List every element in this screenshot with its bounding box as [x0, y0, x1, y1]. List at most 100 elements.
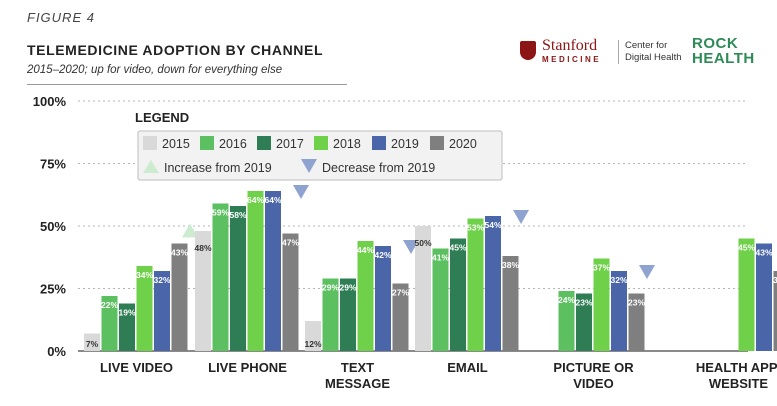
bar-2020: [171, 243, 188, 351]
bar-2020: [392, 283, 409, 351]
data-label: 45%: [449, 243, 466, 253]
x-category-label: HEALTH APP/: [696, 360, 777, 375]
legend-label-2015: 2015: [162, 137, 190, 151]
y-tick-label: 75%: [40, 157, 66, 172]
data-label: 29%: [339, 283, 356, 293]
data-label: 32%: [773, 275, 777, 285]
data-label: 24%: [558, 295, 575, 305]
data-label: 58%: [229, 210, 246, 220]
legend-decrease-icon: [301, 159, 317, 173]
bar-2016: [432, 248, 449, 351]
data-label: 64%: [264, 195, 281, 205]
data-label: 41%: [432, 253, 449, 263]
bar-2019: [154, 271, 170, 351]
bar-2016: [101, 296, 118, 351]
legend-label-2016: 2016: [219, 137, 247, 151]
bar-2017: [230, 206, 246, 351]
bar-2019: [375, 246, 391, 351]
increase-triangle: [182, 223, 198, 238]
partner-logos: Stanford MEDICINE Center for Digital Hea…: [520, 36, 760, 72]
data-label: 32%: [610, 275, 627, 285]
data-label: 38%: [502, 260, 519, 270]
bar-2018: [357, 241, 374, 351]
legend-label-2019: 2019: [391, 137, 419, 151]
data-label: 7%: [86, 339, 99, 349]
legend-swatch-2019: [372, 136, 386, 150]
data-label: 43%: [755, 248, 772, 258]
data-label: 47%: [282, 238, 299, 248]
legend-swatch-2016: [200, 136, 214, 150]
rock-health-line-2: HEALTH: [692, 50, 755, 67]
data-label: 27%: [392, 288, 409, 298]
bar-2018: [247, 191, 264, 351]
bar-2016: [558, 291, 575, 351]
y-tick-label: 25%: [40, 282, 66, 297]
x-category-label: VIDEO: [573, 376, 613, 391]
legend-title: LEGEND: [135, 110, 189, 125]
bar-2018: [136, 266, 153, 351]
rock-health-logo: ROCK HEALTH: [692, 36, 755, 66]
bar-2016: [212, 203, 229, 351]
bar-2019: [485, 216, 501, 351]
data-label: 59%: [212, 208, 229, 218]
bar-2017: [450, 238, 466, 351]
data-label: 44%: [357, 245, 374, 255]
decrease-triangle: [513, 210, 529, 224]
legend-swatch-2017: [257, 136, 271, 150]
bar-2020: [502, 256, 519, 351]
legend-label-2018: 2018: [333, 137, 361, 151]
figure-label: FIGURE 4: [27, 10, 95, 25]
data-label: 48%: [194, 243, 211, 253]
data-label: 42%: [374, 250, 391, 260]
y-tick-label: 50%: [40, 219, 66, 234]
x-category-label: EMAIL: [447, 360, 488, 375]
y-tick-label: 0%: [47, 344, 66, 359]
legend-swatch-2015: [143, 136, 157, 150]
stanford-seal-icon: [520, 41, 536, 60]
data-label: 64%: [247, 195, 264, 205]
data-label: 23%: [628, 298, 645, 308]
data-label: 19%: [118, 308, 135, 318]
y-tick-label: 100%: [33, 94, 67, 109]
stanford-logo-medicine: MEDICINE: [542, 55, 602, 64]
data-label: 54%: [484, 220, 501, 230]
bar-2019: [611, 271, 627, 351]
legend: LEGEND 2015 2016 2017 2018 2019 2020 Increase f…: [135, 110, 503, 181]
title-divider: [27, 84, 347, 85]
decrease-triangle: [293, 185, 309, 199]
bar-2015: [84, 333, 100, 351]
legend-swatch-2020: [430, 136, 444, 150]
legend-label-2017: 2017: [276, 137, 304, 151]
bar-2020: [282, 233, 299, 351]
rock-health-line-1: ROCK: [692, 35, 739, 52]
legend-box: [137, 130, 503, 181]
bar-2015: [195, 231, 211, 351]
bar-2019: [265, 191, 281, 351]
legend-increase-label: Increase from 2019: [164, 161, 272, 175]
bar-2018: [593, 258, 610, 351]
x-category-label: LIVE VIDEO: [100, 360, 173, 375]
bar-2015: [415, 226, 431, 351]
legend-label-2020: 2020: [449, 137, 477, 151]
data-label: 23%: [575, 298, 592, 308]
data-label: 34%: [136, 270, 153, 280]
data-label: 32%: [153, 275, 170, 285]
x-category-label: WEBSITE: [709, 376, 769, 391]
bar-2018: [467, 218, 484, 351]
data-label: 53%: [467, 223, 484, 233]
bar-2017: [340, 278, 356, 351]
bar-2015: [305, 321, 321, 351]
data-label: 22%: [101, 300, 118, 310]
cdh-line-1: Center for: [625, 40, 668, 51]
bar-2020: [628, 293, 645, 351]
legend-swatch-2018: [314, 136, 328, 150]
x-category-label: TEXT: [341, 360, 374, 375]
bar-2020: [773, 271, 777, 351]
cdh-line-2: Digital Health: [625, 52, 682, 63]
x-category-label: PICTURE OR: [553, 360, 634, 375]
center-digital-health-logo: Center for Digital Health: [618, 40, 682, 64]
stanford-logo-name: Stanford: [542, 37, 598, 54]
bar-2018: [738, 238, 755, 351]
data-label: 45%: [738, 243, 755, 253]
